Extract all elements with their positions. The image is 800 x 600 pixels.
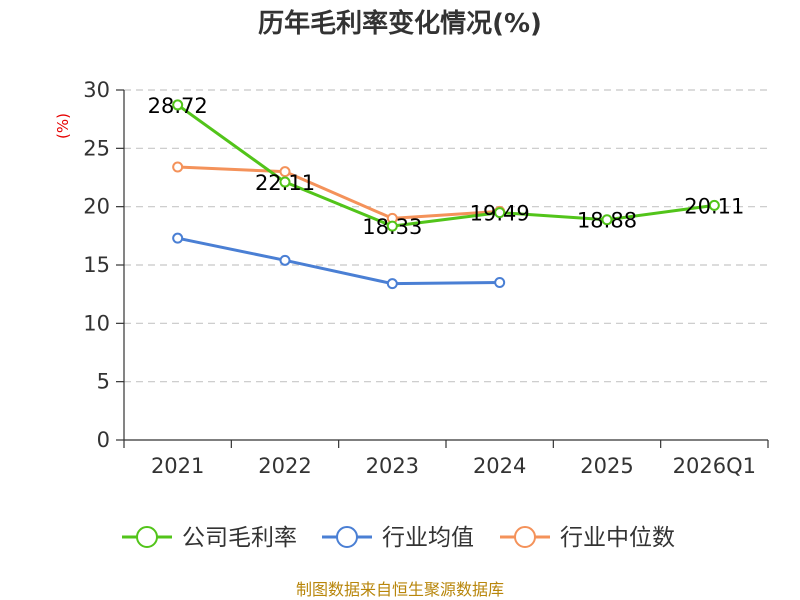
legend-marker xyxy=(336,526,358,548)
x-tick-label: 2022 xyxy=(258,454,311,478)
legend-label: 行业中位数 xyxy=(560,525,675,551)
data-point[interactable] xyxy=(708,199,720,211)
y-tick-label: 20 xyxy=(83,195,110,219)
x-tick-label: 2021 xyxy=(151,454,204,478)
legend-item[interactable]: 行业中位数 xyxy=(500,525,675,551)
y-tick-label: 10 xyxy=(83,311,110,335)
data-label: 22.11 xyxy=(255,171,315,195)
data-label: 20.11 xyxy=(684,194,744,218)
legend-item[interactable]: 公司毛利率 xyxy=(122,525,297,551)
source-note: 制图数据来自恒生聚源数据库 xyxy=(296,580,504,599)
data-label: 18.88 xyxy=(577,209,637,233)
data-label: 19.49 xyxy=(470,202,530,226)
data-point[interactable] xyxy=(279,176,291,188)
y-tick-label: 25 xyxy=(83,136,110,160)
chart-title: 历年毛利率变化情况(%) xyxy=(258,8,542,39)
data-labels: 28.72 22.11 18.33 19.49 18.88 20.11 xyxy=(148,94,745,239)
x-tick-label: 2024 xyxy=(473,454,526,478)
series-lines xyxy=(172,99,720,290)
y-tick-label: 5 xyxy=(97,370,110,394)
data-point[interactable] xyxy=(494,207,506,219)
y-tick-label: 0 xyxy=(97,428,110,452)
legend-item[interactable]: 行业均值 xyxy=(322,525,474,551)
data-point[interactable] xyxy=(386,220,398,232)
legend-label: 公司毛利率 xyxy=(182,525,297,551)
data-point[interactable] xyxy=(172,232,184,244)
y-tick-label: 30 xyxy=(83,78,110,102)
data-point[interactable] xyxy=(279,254,291,266)
data-point[interactable] xyxy=(386,278,398,290)
data-point[interactable] xyxy=(172,161,184,173)
series-line xyxy=(177,236,500,286)
grid xyxy=(124,89,768,383)
data-label: 28.72 xyxy=(148,94,208,118)
legend-marker xyxy=(514,526,536,548)
y-axis-label: (%) xyxy=(54,113,72,139)
legend-label: 行业均值 xyxy=(382,525,474,551)
legend-marker xyxy=(136,526,158,548)
y-tick-label: 15 xyxy=(83,253,110,277)
x-tick-label: 2025 xyxy=(580,454,633,478)
data-point[interactable] xyxy=(601,214,613,226)
data-point[interactable] xyxy=(172,99,184,111)
x-tick-label: 2026Q1 xyxy=(673,454,756,478)
legend[interactable]: 公司毛利率 行业均值 行业中位数 xyxy=(122,525,675,551)
series-line xyxy=(177,165,500,220)
data-point[interactable] xyxy=(494,277,506,288)
data-label: 18.33 xyxy=(362,215,422,239)
x-tick-label: 2023 xyxy=(366,454,419,478)
series-line xyxy=(176,103,715,228)
data-point[interactable] xyxy=(279,166,291,178)
